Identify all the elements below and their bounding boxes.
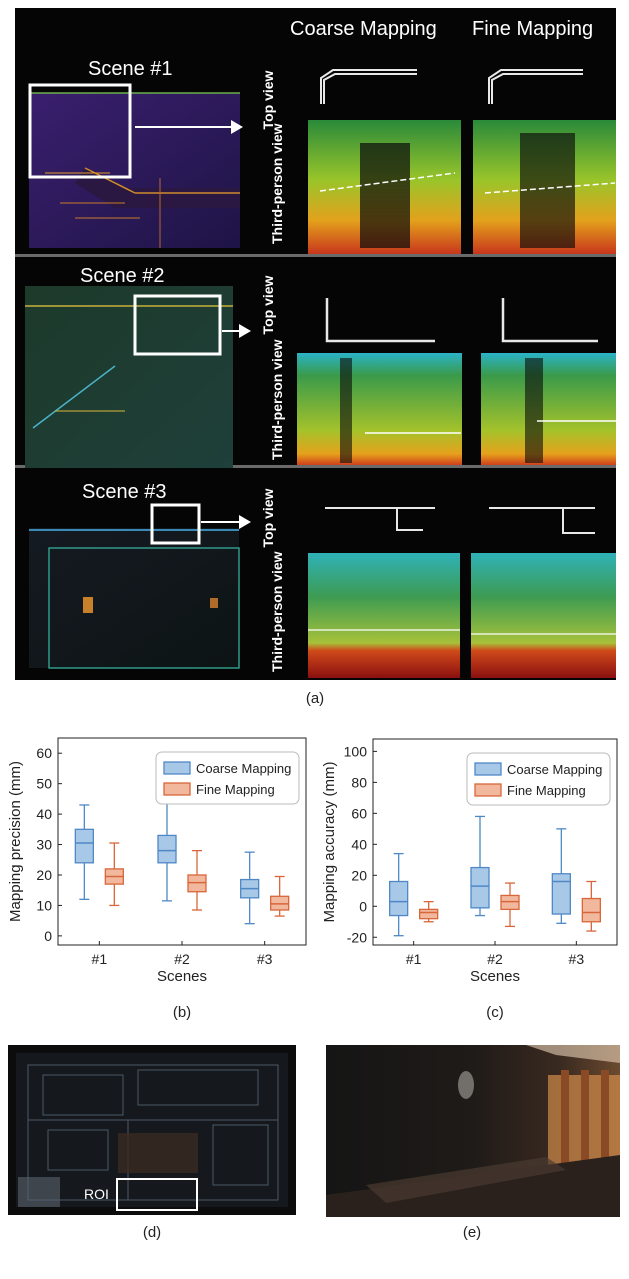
roi-label: ROI (84, 1186, 109, 1202)
legend-swatch (474, 762, 502, 776)
box-iqr (187, 874, 207, 893)
legend-label: Coarse Mapping (196, 761, 291, 776)
legend-box (466, 752, 611, 806)
y-tick-label: 60 (351, 805, 367, 821)
figure-d-map: ROI (8, 1045, 296, 1215)
separator (15, 254, 616, 257)
x-tick-label: #1 (406, 951, 422, 967)
y-tick-label: 10 (36, 897, 52, 913)
legend-swatch (474, 783, 502, 797)
chart-accuracy: -20 0 20 40 60 80 100 #1 #2 #3 Scenes Mapping accur… (321, 738, 618, 1021)
col-header-coarse: Coarse Mapping (290, 18, 437, 40)
box-iqr (500, 894, 520, 911)
x-axis-label: Scenes (470, 968, 520, 985)
x-tick-label: #3 (257, 951, 273, 967)
box-iqr (470, 866, 490, 909)
separator (15, 465, 616, 468)
box-iqr (389, 880, 409, 917)
x-tick-label: #2 (487, 951, 503, 967)
y-tick-label: 60 (36, 745, 52, 761)
scene-1-title: Scene #1 (88, 58, 173, 80)
scene-2-title: Scene #2 (80, 265, 165, 287)
legend-box (155, 751, 300, 805)
x-tick-label: #1 (92, 951, 108, 967)
x-tick-label: #3 (569, 951, 585, 967)
y-tick-label: 50 (36, 776, 52, 792)
building-point-cloud (16, 1053, 288, 1207)
y-tick-label: 0 (359, 898, 367, 914)
y-tick-label: 100 (344, 743, 368, 759)
box-iqr (74, 828, 94, 864)
legend-swatch (163, 761, 191, 775)
chart-caption: (c) (486, 1004, 504, 1021)
figure-e-render (326, 1045, 620, 1217)
box-iqr (157, 834, 177, 864)
y-tick-label: 80 (351, 774, 367, 790)
room-render (326, 1045, 620, 1217)
caption-d: (d) (142, 1224, 162, 1241)
y-tick-label: -20 (347, 929, 367, 945)
y-tick-label: 30 (36, 837, 52, 853)
y-tick-label: 0 (44, 928, 52, 944)
x-tick-label: #2 (174, 951, 190, 967)
caption-e: (e) (462, 1224, 482, 1241)
box-iqr (270, 895, 290, 911)
scene-3-title: Scene #3 (82, 481, 167, 503)
y-tick-label: 20 (351, 867, 367, 883)
y-tick-label: 40 (351, 836, 367, 852)
x-axis-label: Scenes (157, 968, 207, 985)
point-cloud-imagery (25, 69, 616, 678)
legend-label: Fine Mapping (196, 782, 275, 797)
legend-label: Coarse Mapping (507, 762, 602, 777)
box-iqr (419, 908, 439, 920)
roi-box (116, 1178, 198, 1211)
legend-swatch (163, 782, 191, 796)
y-tick-label: 20 (36, 867, 52, 883)
y-tick-label: 40 (36, 806, 52, 822)
chart-caption: (b) (173, 1004, 191, 1021)
y-axis-label: Mapping precision (mm) (7, 761, 24, 922)
caption-a: (a) (305, 690, 325, 707)
col-header-fine: Fine Mapping (472, 18, 594, 40)
box-iqr (551, 873, 571, 915)
chart-precision: 0 10 20 30 40 50 60 #1 #2 #3 Scenes Mapping precisi… (7, 737, 307, 1021)
box-iqr (581, 897, 601, 923)
y-axis-label: Mapping accuracy (mm) (321, 762, 338, 923)
legend-label: Fine Mapping (507, 783, 586, 798)
scene-1-overview-map (28, 83, 240, 248)
